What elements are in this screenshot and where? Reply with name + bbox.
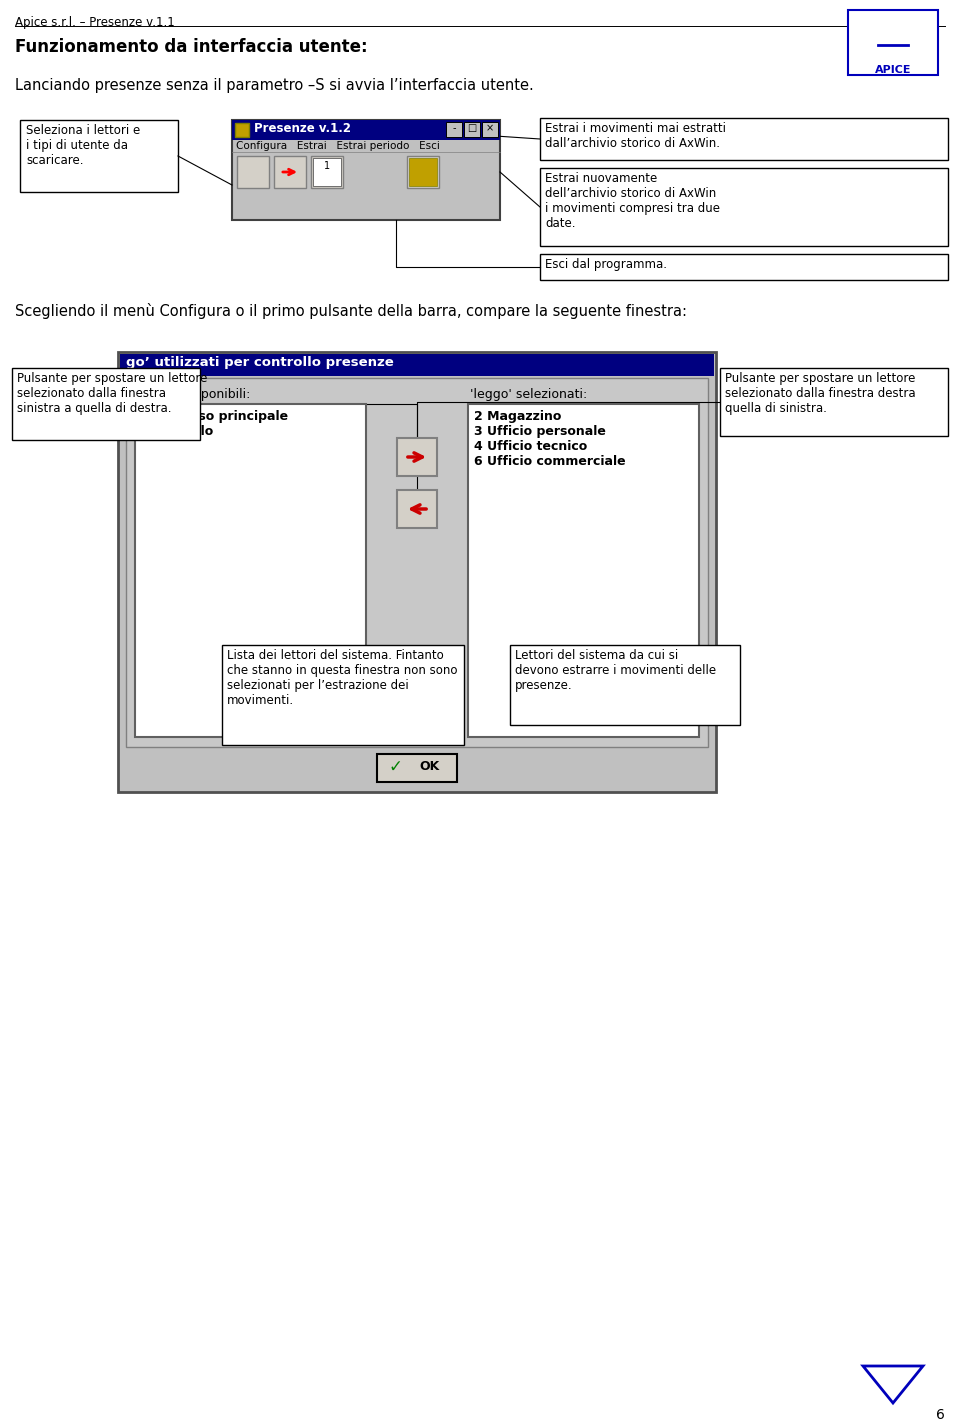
FancyBboxPatch shape [118,352,716,791]
FancyBboxPatch shape [20,119,178,192]
Text: ✓: ✓ [388,757,402,776]
FancyBboxPatch shape [232,119,500,141]
Text: Configura   Estrai   Estrai periodo   Esci: Configura Estrai Estrai periodo Esci [236,141,440,151]
Text: Estrai nuovamente
dell’archivio storico di AxWin
i movimenti compresi tra due
da: Estrai nuovamente dell’archivio storico … [545,172,720,230]
FancyBboxPatch shape [313,158,341,186]
Text: Seleziona i lettori e
i tipi di utente da
scaricare.: Seleziona i lettori e i tipi di utente d… [26,124,140,168]
Text: Apice s.r.l. – Presenze v.1.1: Apice s.r.l. – Presenze v.1.1 [15,16,175,28]
Text: -: - [452,124,456,134]
FancyBboxPatch shape [446,122,462,136]
Text: go’ utilizzati per controllo presenze: go’ utilizzati per controllo presenze [126,357,394,369]
Text: 1: 1 [324,161,330,171]
FancyBboxPatch shape [235,124,249,136]
FancyBboxPatch shape [237,156,269,188]
FancyBboxPatch shape [468,404,699,737]
FancyBboxPatch shape [397,490,437,529]
FancyBboxPatch shape [311,156,343,188]
Text: Lista dei lettori del sistema. Fintanto
che stanno in questa finestra non sono
s: Lista dei lettori del sistema. Fintanto … [227,649,458,708]
Text: 'leggo' disponibili:: 'leggo' disponibili: [137,388,251,401]
FancyBboxPatch shape [482,122,498,136]
Text: 6: 6 [936,1408,945,1421]
Text: ×: × [486,124,494,134]
Polygon shape [863,1366,923,1403]
FancyBboxPatch shape [377,755,457,782]
Text: Presenze v.1.2: Presenze v.1.2 [254,122,351,135]
Text: 'leggo' selezionati:: 'leggo' selezionati: [470,388,588,401]
FancyBboxPatch shape [407,156,439,188]
FancyBboxPatch shape [234,153,498,207]
Text: Scegliendo il menù Configura o il primo pulsante della barra, compare la seguent: Scegliendo il menù Configura o il primo … [15,303,687,318]
Text: 2 Magazzino
3 Ufficio personale
4 Ufficio tecnico
6 Ufficio commerciale: 2 Magazzino 3 Ufficio personale 4 Uffici… [474,411,626,468]
Text: Pulsante per spostare un lettore
selezionato dalla finestra
sinistra a quella di: Pulsante per spostare un lettore selezio… [17,372,207,415]
FancyBboxPatch shape [126,378,708,747]
Text: □: □ [468,124,476,134]
FancyBboxPatch shape [464,122,480,136]
Text: OK: OK [419,760,439,773]
Text: Esci dal programma.: Esci dal programma. [545,259,667,271]
FancyBboxPatch shape [510,645,740,725]
FancyBboxPatch shape [540,168,948,246]
FancyBboxPatch shape [120,354,714,377]
Text: APICE: APICE [875,65,911,75]
FancyBboxPatch shape [222,645,464,745]
FancyBboxPatch shape [12,368,200,441]
FancyBboxPatch shape [232,119,500,220]
FancyBboxPatch shape [848,10,938,75]
FancyBboxPatch shape [540,118,948,161]
FancyBboxPatch shape [397,438,437,476]
Text: Funzionamento da interfaccia utente:: Funzionamento da interfaccia utente: [15,38,368,55]
Text: 1 Ingresso principale
5 Cancello: 1 Ingresso principale 5 Cancello [141,411,288,438]
FancyBboxPatch shape [720,368,948,436]
Text: Lanciando presenze senza il parametro –S si avvia l’interfaccia utente.: Lanciando presenze senza il parametro –S… [15,78,534,92]
Text: Pulsante per spostare un lettore
selezionato dalla finestra destra
quella di sin: Pulsante per spostare un lettore selezio… [725,372,916,415]
FancyBboxPatch shape [274,156,306,188]
Text: Lettori del sistema da cui si
devono estrarre i movimenti delle
presenze.: Lettori del sistema da cui si devono est… [515,649,716,692]
FancyBboxPatch shape [540,254,948,280]
Text: Estrai i movimenti mai estratti
dall’archivio storico di AxWin.: Estrai i movimenti mai estratti dall’arc… [545,122,726,151]
FancyBboxPatch shape [409,158,437,186]
FancyBboxPatch shape [135,404,366,737]
